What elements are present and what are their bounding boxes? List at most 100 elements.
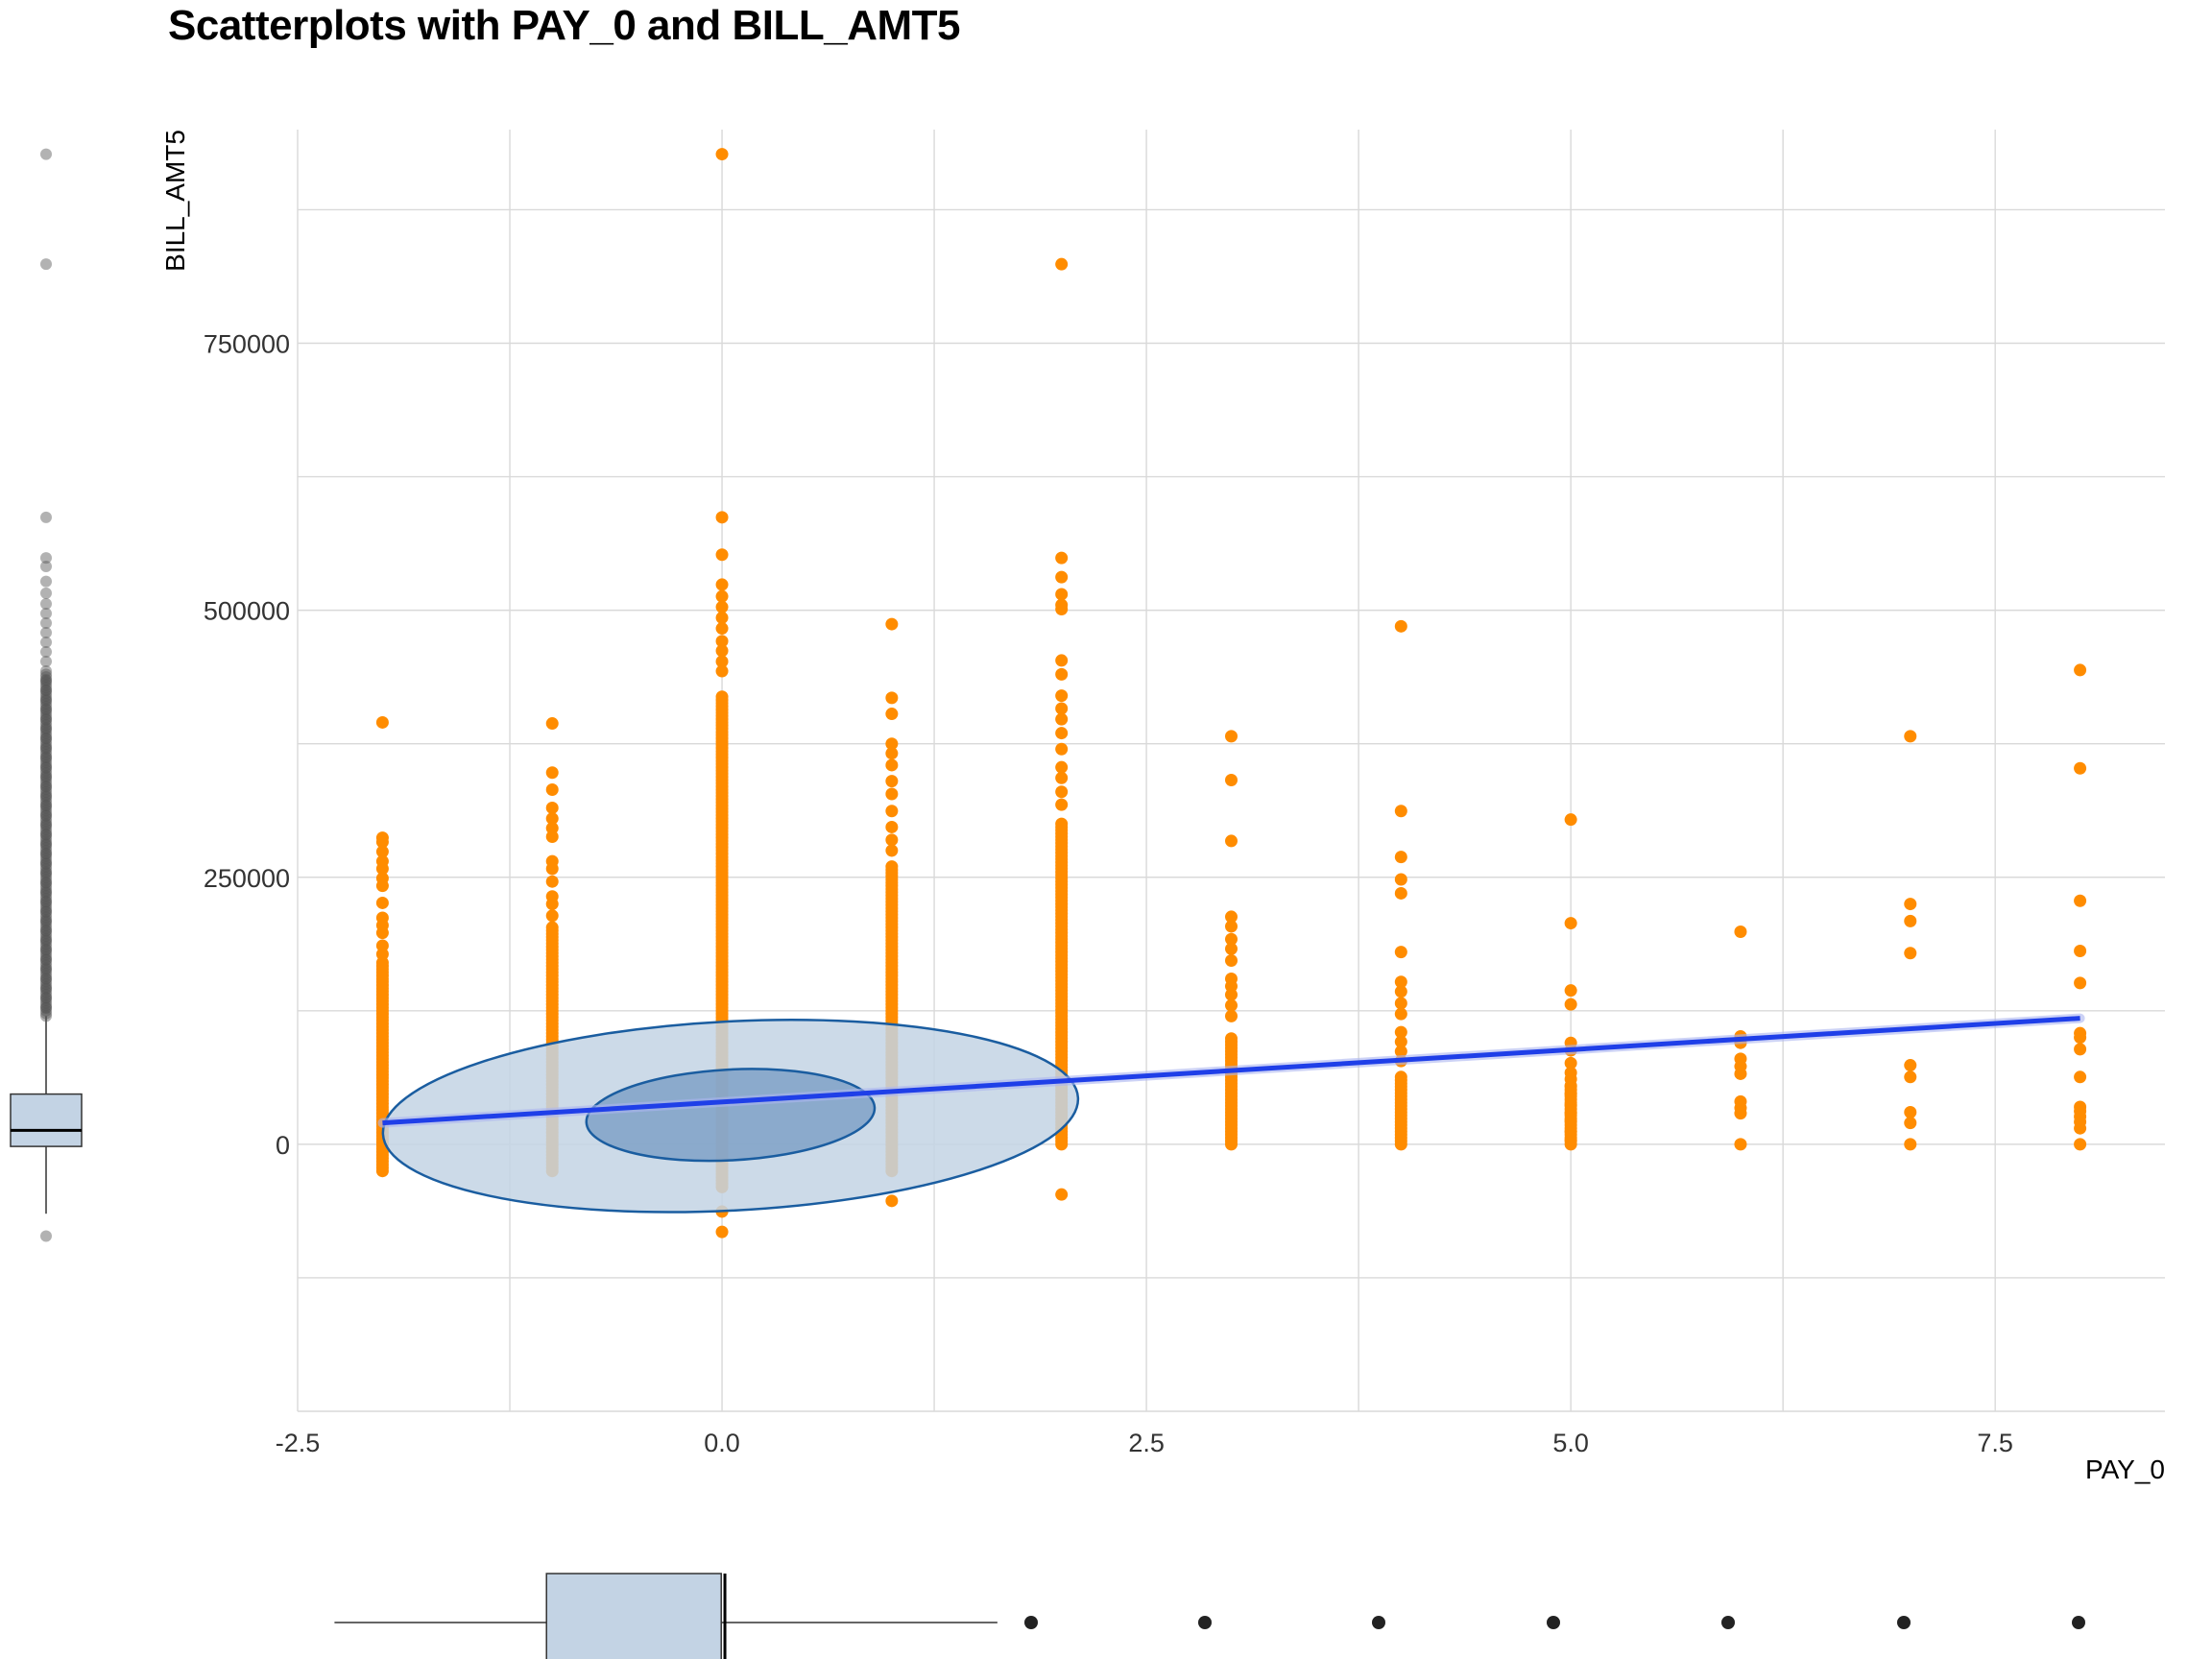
y-boxplot-outlier: [40, 965, 52, 977]
y-boxplot-outlier: [40, 764, 52, 777]
scatter-point: [375, 862, 389, 876]
y-boxplot-outlier: [40, 805, 52, 817]
y-boxplot-outlier: [40, 616, 52, 629]
y-boxplot-outlier: [40, 989, 52, 1001]
scatter-point: [1225, 988, 1238, 1001]
y-boxplot-outlier: [40, 997, 52, 1009]
y-boxplot-outlier: [40, 973, 52, 985]
y-tick-label: 0: [276, 1131, 290, 1160]
y-boxplot-outlier: [40, 676, 52, 688]
y-boxplot-outlier: [40, 799, 52, 811]
scatter-point: [2074, 945, 2087, 958]
y-boxplot-outlier: [40, 1007, 52, 1020]
scatter-point: [545, 875, 559, 888]
y-boxplot-outlier: [40, 697, 52, 709]
scatter-point: [2074, 1043, 2087, 1056]
y-boxplot-outlier: [40, 881, 52, 894]
scatter-point: [1055, 667, 1069, 681]
x-boxplot-outlier: [1897, 1616, 1911, 1629]
y-boxplot-outlier: [40, 723, 52, 735]
x-tick-label: -2.5: [276, 1429, 321, 1457]
scatter-point: [1564, 998, 1577, 1011]
scatter-point: [1904, 1106, 1917, 1118]
y-boxplot-outlier: [40, 829, 52, 841]
scatter-point: [545, 830, 559, 843]
scatter-point: [715, 622, 729, 636]
y-boxplot-outlier: [40, 626, 52, 638]
scatter-point: [2074, 976, 2087, 990]
scatter-point: [885, 860, 899, 874]
grid-lines: [297, 130, 2165, 1412]
y-boxplot-outlier: [40, 877, 52, 889]
scatter-point: [715, 600, 729, 613]
y-boxplot-outlier: [40, 710, 52, 723]
y-boxplot-outlier: [40, 700, 52, 712]
y-tick-label: 750000: [204, 330, 290, 359]
y-boxplot-outlier: [40, 709, 52, 721]
y-boxplot-outlier: [40, 895, 52, 907]
scatter-point: [1055, 257, 1069, 271]
y-boxplot-outlier: [40, 866, 52, 878]
y-boxplot-outlier: [40, 695, 52, 708]
scatter-point: [1904, 1070, 1917, 1084]
scatter-point: [1394, 886, 1407, 900]
y-boxplot-outlier: [40, 831, 52, 844]
y-boxplot-outlier: [40, 761, 52, 774]
y-boxplot-outlier: [40, 575, 52, 588]
scatter-point: [1055, 551, 1069, 565]
scatter-point: [1394, 985, 1407, 998]
y-boxplot-outlier: [40, 812, 52, 825]
y-boxplot-outlier: [40, 752, 52, 764]
y-boxplot-outlier: [40, 956, 52, 969]
y-boxplot-outlier: [40, 911, 52, 924]
y-boxplot-outlier: [40, 788, 52, 801]
scatter-point: [1904, 1138, 1917, 1151]
scatter-point: [375, 926, 389, 940]
y-boxplot-outlier: [40, 925, 52, 937]
y-boxplot-outlier: [40, 746, 52, 758]
scatter-point: [885, 708, 899, 721]
x-boxplot-outlier: [1024, 1616, 1038, 1629]
y-boxplot-outlier: [40, 761, 52, 774]
y-boxplot-outlier: [40, 258, 52, 271]
scatter-point: [545, 717, 559, 731]
scatter-point: [1564, 1133, 1577, 1146]
scatter-point: [715, 655, 729, 668]
scatter-point: [545, 801, 559, 814]
scatter-point: [1904, 1059, 1917, 1072]
y-boxplot-outlier: [40, 802, 52, 814]
scatter-point: [375, 939, 389, 952]
y-boxplot-outlier: [40, 943, 52, 955]
scatter-point: [1394, 619, 1407, 633]
scatter-point: [715, 511, 729, 524]
y-boxplot-outlier: [40, 963, 52, 975]
y-boxplot-outlier: [40, 778, 52, 790]
y-boxplot-outlier: [40, 915, 52, 927]
y-boxplot-outlier: [40, 833, 52, 846]
y-boxplot-outlier: [40, 908, 52, 921]
scatter-point: [885, 1194, 899, 1208]
y-boxplot-outlier: [40, 694, 52, 707]
scatter-point: [1225, 1032, 1238, 1046]
axis-titles: PAY_0 BILL_AMT5: [160, 130, 2165, 1484]
scatter-point: [885, 617, 899, 631]
y-boxplot-outlier: [40, 938, 52, 950]
y-boxplot-outlier: [40, 794, 52, 806]
y-boxplot-outlier: [40, 692, 52, 705]
y-boxplot-outlier: [40, 1004, 52, 1017]
scatter-point: [715, 1225, 729, 1238]
scatter-point: [1055, 702, 1069, 715]
y-boxplot-outlier: [40, 953, 52, 966]
y-boxplot-outlier: [40, 685, 52, 697]
density-ellipses: [381, 1019, 1080, 1214]
scatter-point: [545, 921, 559, 934]
scatter-point: [2074, 894, 2087, 907]
y-boxplot-outlier: [40, 800, 52, 812]
scatter-point: [375, 879, 389, 893]
scatter-point: [1394, 851, 1407, 864]
y-boxplot-outlier: [40, 665, 52, 678]
y-boxplot-outlier: [40, 656, 52, 668]
y-boxplot-outlier: [40, 796, 52, 808]
y-boxplot-outlier: [40, 820, 52, 832]
y-boxplot-outlier: [40, 871, 52, 883]
